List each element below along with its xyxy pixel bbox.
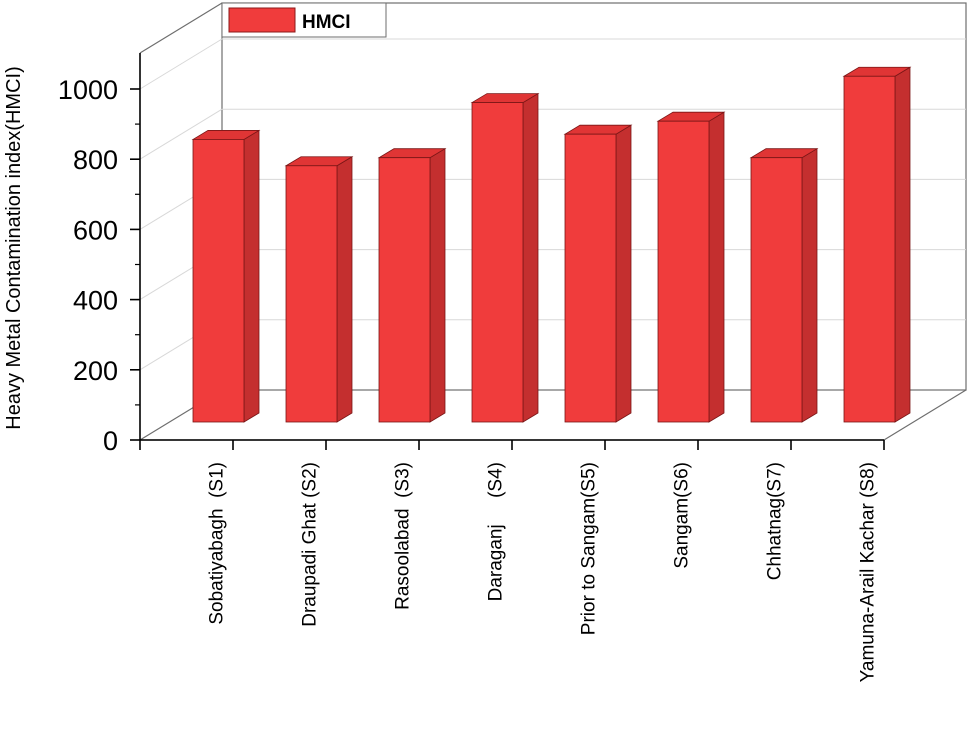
bar-side [243,129,260,423]
chart-frame [139,2,967,441]
bar-3 [377,147,447,423]
legend-label-hmci: HMCI [302,12,351,33]
bar-front [192,139,245,423]
depth-edge-bottom-right [883,389,967,441]
y-axis-title: Heavy Metal Contamination index(HMCI) [3,66,25,429]
y-tick-label: 200 [73,356,118,386]
bar-front [657,120,710,423]
x-axis [139,439,885,450]
bar-7 [749,147,819,423]
bar-front [843,75,896,423]
bar-5 [563,124,633,423]
bar-side [801,147,818,423]
y-tick-label: 1000 [58,75,118,105]
x-tick-label: Sangam(S6) [672,462,693,569]
bar-2 [284,156,354,423]
bar-1 [191,129,261,423]
y-tick-label: 600 [73,215,118,245]
x-tick-label: Draupadi Ghat (S2) [300,462,321,627]
bar-side [429,147,446,423]
y-tick-label: 400 [73,286,118,316]
bar-front [378,157,431,423]
legend-swatch-hmci [228,7,296,33]
legend: HMCI [221,2,387,38]
x-tick-label: Yamuna-Arail Kachar (S8) [858,462,879,682]
bar-side [894,66,911,423]
y-tick-label: 800 [73,145,118,175]
category-labels: Sobatiyabagh (S1) Draupadi Ghat (S2) Rasoo… [207,462,879,682]
x-tick-label: Chhatnag(S7) [765,462,786,580]
x-tick-label: Sobatiyabagh (S1) [207,462,228,625]
gridlines [139,38,966,371]
bar-6 [656,111,726,423]
bar-8 [842,66,912,423]
y-axis: 0 200 400 600 800 1000 [58,53,141,456]
bar-4 [470,92,540,423]
x-tick-label: Rasoolabad (S3) [393,462,414,610]
bar-side [615,124,632,423]
bar-front [750,157,803,423]
gridline-depth [139,108,223,160]
bar-front [285,165,338,423]
bar-side [708,111,725,423]
bar-front [564,133,617,423]
bar-front [471,102,524,423]
bar-side [336,156,353,423]
gridline-depth [139,38,223,90]
bar-side [522,92,539,423]
x-tick-label: Prior to Sangam(S5) [579,462,600,635]
depth-edge-top-left [139,2,223,54]
bars [191,66,912,423]
x-tick-label: Daraganj (S4) [486,462,507,601]
y-tick-label: 0 [103,426,118,456]
